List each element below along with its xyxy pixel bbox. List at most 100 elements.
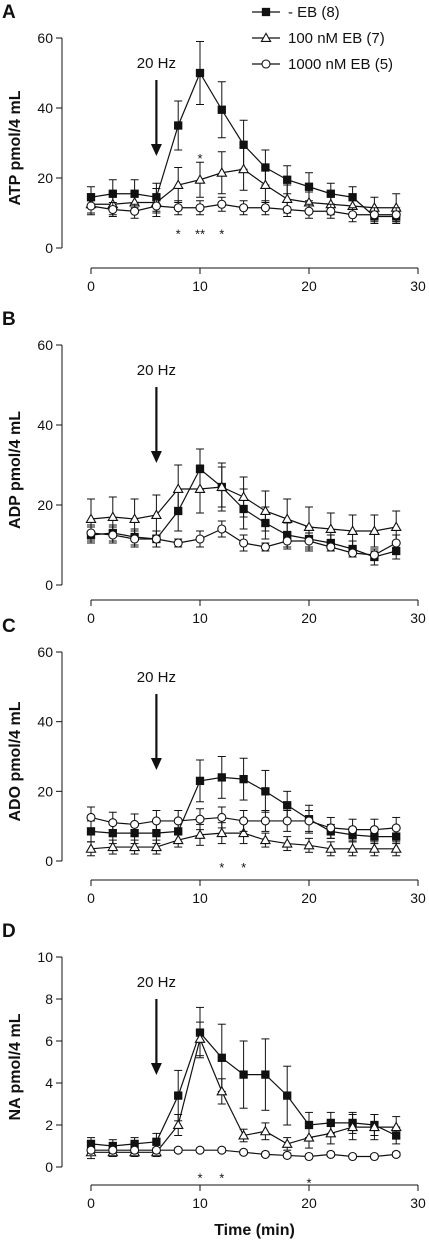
data-point bbox=[217, 1053, 226, 1062]
data-point bbox=[282, 204, 292, 215]
data-point bbox=[151, 816, 161, 826]
data-point bbox=[173, 203, 183, 213]
panel-letter: B bbox=[2, 309, 16, 330]
data-point bbox=[260, 1149, 270, 1159]
significance-star: * bbox=[241, 860, 246, 875]
data-point bbox=[216, 827, 228, 838]
data-point bbox=[150, 841, 162, 852]
y-tick-label: 6 bbox=[45, 1033, 53, 1049]
data-point bbox=[195, 814, 205, 824]
data-point bbox=[108, 1145, 118, 1155]
data-point bbox=[325, 1127, 337, 1138]
data-point bbox=[174, 1091, 183, 1100]
data-point bbox=[151, 1145, 161, 1155]
data-point bbox=[391, 538, 401, 548]
y-tick-label: 40 bbox=[37, 100, 53, 116]
data-point bbox=[238, 827, 250, 838]
data-point bbox=[303, 1131, 315, 1142]
panel-letter: A bbox=[2, 2, 16, 23]
y-tick-label: 60 bbox=[37, 337, 53, 353]
data-point bbox=[369, 550, 379, 560]
data-point bbox=[303, 839, 315, 850]
data-point bbox=[194, 483, 206, 494]
data-point bbox=[86, 201, 96, 211]
data-point bbox=[172, 483, 184, 494]
stimulus-label: 20 Hz bbox=[137, 669, 176, 686]
significance-star: * bbox=[176, 226, 181, 241]
data-point bbox=[348, 548, 358, 558]
data-point bbox=[259, 179, 271, 189]
data-point bbox=[129, 841, 141, 852]
x-tick-label: 0 bbox=[87, 890, 95, 906]
data-point bbox=[85, 513, 97, 524]
y-axis-label: ATP pmol/4 mL bbox=[7, 90, 24, 205]
x-axis-label: Time (min) bbox=[214, 1222, 295, 1239]
data-point bbox=[239, 774, 248, 784]
data-point bbox=[304, 536, 314, 546]
data-point bbox=[282, 1150, 292, 1160]
y-tick-label: 0 bbox=[45, 853, 53, 869]
stimulus-label: 20 Hz bbox=[137, 362, 176, 379]
data-point bbox=[304, 816, 314, 826]
x-tick-label: 30 bbox=[410, 278, 426, 294]
data-point bbox=[194, 829, 206, 839]
legend-marker bbox=[261, 59, 271, 69]
data-point bbox=[195, 534, 205, 544]
data-point bbox=[108, 530, 118, 540]
data-point bbox=[347, 525, 359, 536]
panel-b: B 0 20 40 60 ADP pmol/4 mL 0 10 20 30 20 Hz bbox=[2, 309, 426, 626]
data-point bbox=[369, 210, 379, 220]
legend-marker bbox=[260, 32, 272, 43]
y-axis-label: NA pmol/4 mL bbox=[7, 1013, 24, 1120]
data-point bbox=[281, 513, 293, 524]
y-tick-label: 20 bbox=[37, 783, 53, 799]
data-point bbox=[347, 843, 359, 853]
data-point bbox=[86, 827, 96, 836]
y-tick-label: 40 bbox=[37, 714, 53, 730]
data-point bbox=[282, 816, 292, 826]
data-point bbox=[304, 182, 314, 191]
data-point bbox=[174, 121, 183, 130]
x-tick-label: 0 bbox=[87, 1195, 95, 1211]
data-point bbox=[261, 1070, 270, 1079]
x-tick-label: 0 bbox=[87, 278, 95, 294]
y-tick-label: 2 bbox=[45, 1117, 53, 1133]
data-point bbox=[173, 816, 183, 826]
data-point bbox=[259, 505, 271, 516]
series-circle bbox=[86, 196, 401, 223]
y-tick-label: 0 bbox=[45, 577, 53, 593]
data-point bbox=[107, 841, 119, 852]
x-tick-label: 10 bbox=[192, 278, 208, 294]
y-tick-label: 8 bbox=[45, 991, 53, 1007]
data-point bbox=[259, 1125, 271, 1136]
x-tick-label: 10 bbox=[192, 890, 208, 906]
data-point bbox=[260, 542, 270, 552]
data-point bbox=[194, 174, 206, 184]
data-point bbox=[347, 1121, 359, 1132]
x-tick-label: 20 bbox=[301, 1195, 317, 1211]
x-tick-label: 10 bbox=[192, 610, 208, 626]
x-tick-label: 30 bbox=[410, 1195, 426, 1211]
x-tick-label: 20 bbox=[301, 890, 317, 906]
data-point bbox=[217, 812, 227, 823]
data-point bbox=[238, 1129, 250, 1140]
significance-star: * bbox=[197, 1170, 202, 1185]
data-point bbox=[304, 1151, 314, 1162]
data-point bbox=[217, 524, 227, 534]
data-point bbox=[195, 203, 205, 213]
x-tick-label: 30 bbox=[410, 610, 426, 626]
data-point bbox=[217, 1145, 227, 1155]
data-point bbox=[86, 528, 96, 538]
data-point bbox=[130, 1145, 140, 1155]
data-point bbox=[348, 1151, 358, 1162]
panel-letter: D bbox=[2, 921, 16, 942]
data-point bbox=[217, 773, 226, 782]
stimulus-arrow-head bbox=[150, 451, 162, 463]
data-point bbox=[391, 823, 401, 833]
series-circle bbox=[86, 1145, 401, 1162]
data-point bbox=[325, 843, 337, 853]
data-point bbox=[325, 523, 337, 534]
data-point bbox=[85, 843, 97, 853]
data-point bbox=[369, 825, 379, 835]
